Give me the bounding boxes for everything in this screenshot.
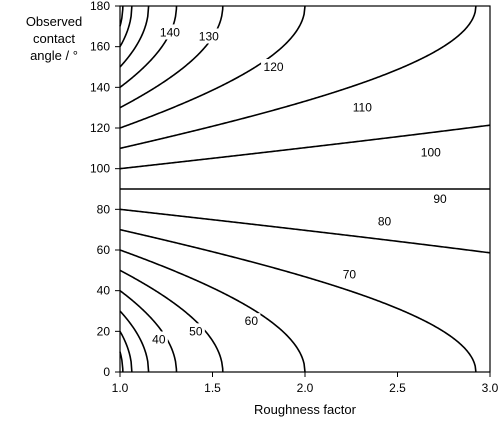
y-tick-label: 120 xyxy=(90,121,110,135)
x-tick-label: 2.0 xyxy=(297,381,314,395)
contour-label-60: 60 xyxy=(245,314,259,328)
y-tick-label: 0 xyxy=(103,365,110,379)
contour-label-100: 100 xyxy=(421,145,441,159)
contour-120 xyxy=(119,5,306,129)
contour-label-bg xyxy=(196,28,222,44)
y-tick-label: 40 xyxy=(97,284,111,298)
contour-label-120: 120 xyxy=(264,60,284,74)
x-tick-label: 1.0 xyxy=(112,381,129,395)
contour-label-130: 130 xyxy=(199,30,219,44)
contour-150 xyxy=(119,5,150,68)
y-tick-label: 140 xyxy=(90,80,110,94)
contour-label-bg xyxy=(349,99,375,115)
contour-label-bg xyxy=(340,266,359,282)
contour-30 xyxy=(119,310,150,373)
contour-20 xyxy=(119,330,133,373)
contour-label-bg xyxy=(186,323,205,339)
contour-100 xyxy=(119,124,491,170)
y-tick-label: 60 xyxy=(97,243,111,257)
y-tick-label: 180 xyxy=(90,0,110,13)
y-tick-label: 100 xyxy=(90,162,110,176)
contour-80 xyxy=(119,208,491,254)
x-axis-label: Roughness factor xyxy=(254,402,357,417)
axis-ticks: 1.0 1.5 2.0 2.5 3.0 0 20 40 60 80 100 120 140 160 180 xyxy=(90,0,499,395)
y-tick-label: 80 xyxy=(97,202,111,216)
contour-130 xyxy=(119,5,224,109)
contour-110 xyxy=(119,5,477,150)
contour-label-bg xyxy=(375,213,394,229)
y-axis-label-line-1: Observed xyxy=(26,14,82,29)
y-tick-label: 160 xyxy=(90,40,110,54)
contour-60 xyxy=(119,249,306,373)
contour-50 xyxy=(119,269,224,373)
contour-label-bg xyxy=(157,24,183,40)
y-axis-label-line-3: angle / ° xyxy=(30,48,78,63)
contour-label-50: 50 xyxy=(189,324,203,338)
x-tick-label: 1.5 xyxy=(204,381,221,395)
contour-140 xyxy=(119,5,178,88)
y-tick-label: 20 xyxy=(97,324,111,338)
contour-label-90: 90 xyxy=(433,192,447,206)
contour-lines xyxy=(119,5,491,373)
x-tick-label: 3.0 xyxy=(482,381,499,395)
contour-label-70: 70 xyxy=(343,267,357,281)
contour-170 xyxy=(119,5,124,27)
contour-label-bg xyxy=(431,191,450,207)
contour-70 xyxy=(119,228,477,373)
contour-label-bg xyxy=(418,144,444,160)
y-axis-label-line-2: contact xyxy=(33,31,75,46)
contour-label-110: 110 xyxy=(353,101,372,115)
contour-40 xyxy=(119,290,178,373)
contour-label-140: 140 xyxy=(160,25,180,39)
contour-labels: 40 50 60 70 80 90 100 110 120 130 140 xyxy=(149,24,450,347)
contour-label-80: 80 xyxy=(378,215,392,229)
contour-label-bg xyxy=(242,313,261,329)
contour-label-bg xyxy=(149,331,168,347)
x-tick-label: 2.5 xyxy=(389,381,406,395)
contour-label-bg xyxy=(261,59,287,74)
contour-label-40: 40 xyxy=(152,332,166,346)
contour-10 xyxy=(119,351,124,373)
contour-160 xyxy=(119,5,133,48)
